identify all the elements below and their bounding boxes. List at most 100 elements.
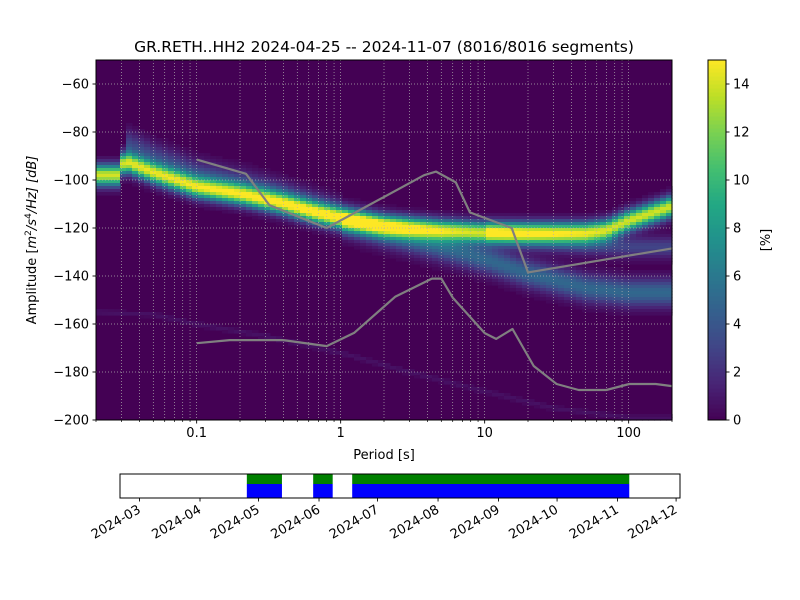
- heatmap-cell: [174, 183, 181, 187]
- heatmap-cell: [600, 249, 607, 253]
- heatmap-cell: [636, 198, 643, 202]
- heatmap-cell: [336, 207, 343, 211]
- heatmap-cell: [222, 327, 229, 331]
- heatmap-cell: [516, 273, 523, 277]
- heatmap-cell: [138, 129, 145, 133]
- heatmap-cell: [180, 180, 187, 184]
- heatmap-cell: [648, 258, 655, 262]
- heatmap-cell: [204, 201, 211, 205]
- heatmap-cell: [600, 237, 607, 241]
- heatmap-cell: [642, 273, 649, 277]
- heatmap-cell: [294, 222, 301, 226]
- heatmap-cell: [624, 300, 631, 304]
- heatmap-cell: [168, 153, 175, 157]
- heatmap-cell: [330, 213, 337, 217]
- heatmap-cell: [390, 234, 397, 238]
- heatmap-cell: [102, 174, 109, 178]
- heatmap-cell: [600, 225, 607, 229]
- heatmap-cell: [282, 201, 289, 205]
- heatmap-cell: [516, 222, 523, 226]
- heatmap-cell: [156, 147, 163, 151]
- heatmap-cell: [666, 249, 673, 253]
- heatmap-cell: [216, 204, 223, 208]
- heatmap-cell: [234, 186, 241, 190]
- heatmap-cell: [330, 231, 337, 235]
- heatmap-cell: [534, 279, 541, 283]
- timeline-tick-label: 2024-06: [268, 502, 323, 542]
- heatmap-cell: [582, 234, 589, 238]
- heatmap-cell: [276, 219, 283, 223]
- heatmap-cell: [450, 255, 457, 259]
- heatmap-cell: [522, 234, 529, 238]
- heatmap-cell: [456, 264, 463, 268]
- heatmap-cell: [270, 180, 277, 184]
- heatmap-cell: [642, 297, 649, 301]
- heatmap-cell: [324, 186, 331, 190]
- heatmap-cell: [276, 201, 283, 205]
- heatmap-cell: [570, 261, 577, 265]
- heatmap-cell: [420, 225, 427, 229]
- heatmap-cell: [612, 288, 619, 292]
- heatmap-cell: [474, 240, 481, 244]
- heatmap-cell: [162, 192, 169, 196]
- heatmap-cell: [636, 291, 643, 295]
- heatmap-cell: [120, 159, 127, 163]
- heatmap-cell: [330, 189, 337, 193]
- heatmap-cell: [276, 180, 283, 184]
- heatmap-cell: [582, 276, 589, 280]
- heatmap-cell: [486, 255, 493, 259]
- heatmap-cell: [648, 285, 655, 289]
- heatmap-cell: [564, 270, 571, 274]
- heatmap-cell: [564, 408, 571, 412]
- heatmap-cell: [546, 246, 553, 250]
- heatmap-cell: [540, 264, 547, 268]
- heatmap-cell: [228, 159, 235, 163]
- heatmap-cell: [666, 276, 673, 280]
- heatmap-cell: [138, 156, 145, 160]
- heatmap-cell: [360, 219, 367, 223]
- heatmap-cell: [342, 243, 349, 247]
- heatmap-cell: [642, 216, 649, 220]
- heatmap-cell: [210, 156, 217, 160]
- heatmap-cell: [144, 132, 151, 136]
- heatmap-cell: [456, 249, 463, 253]
- heatmap-cell: [624, 243, 631, 247]
- heatmap-cell: [480, 252, 487, 256]
- heatmap-cell: [114, 189, 121, 193]
- heatmap-cell: [594, 411, 601, 415]
- heatmap-cell: [522, 279, 529, 283]
- heatmap-cell: [630, 303, 637, 307]
- heatmap-cell: [324, 216, 331, 220]
- heatmap-cell: [390, 204, 397, 208]
- heatmap-cell: [594, 414, 601, 418]
- heatmap-cell: [462, 213, 469, 217]
- heatmap-cell: [378, 234, 385, 238]
- heatmap-cell: [300, 219, 307, 223]
- heatmap-cell: [270, 189, 277, 193]
- heatmap-cell: [654, 237, 661, 241]
- heatmap-cell: [522, 258, 529, 262]
- heatmap-cell: [546, 243, 553, 247]
- heatmap-cell: [516, 276, 523, 280]
- heatmap-cell: [654, 306, 661, 310]
- heatmap-cell: [450, 228, 457, 232]
- heatmap-cell: [648, 195, 655, 199]
- heatmap-cell: [600, 411, 607, 415]
- heatmap-cell: [522, 225, 529, 229]
- heatmap-cell: [588, 285, 595, 289]
- heatmap-cell: [156, 189, 163, 193]
- heatmap-cell: [420, 219, 427, 223]
- heatmap-cell: [660, 207, 667, 211]
- heatmap-cell: [402, 369, 409, 373]
- heatmap-cell: [558, 219, 565, 223]
- heatmap-cell: [606, 303, 613, 307]
- heatmap-cell: [204, 153, 211, 157]
- heatmap-cell: [216, 162, 223, 166]
- heatmap-cell: [150, 312, 157, 316]
- heatmap-cell: [576, 288, 583, 292]
- heatmap-cell: [552, 228, 559, 232]
- heatmap-cell: [588, 414, 595, 418]
- heatmap-cell: [288, 177, 295, 181]
- heatmap-cell: [312, 192, 319, 196]
- heatmap-cell: [150, 168, 157, 172]
